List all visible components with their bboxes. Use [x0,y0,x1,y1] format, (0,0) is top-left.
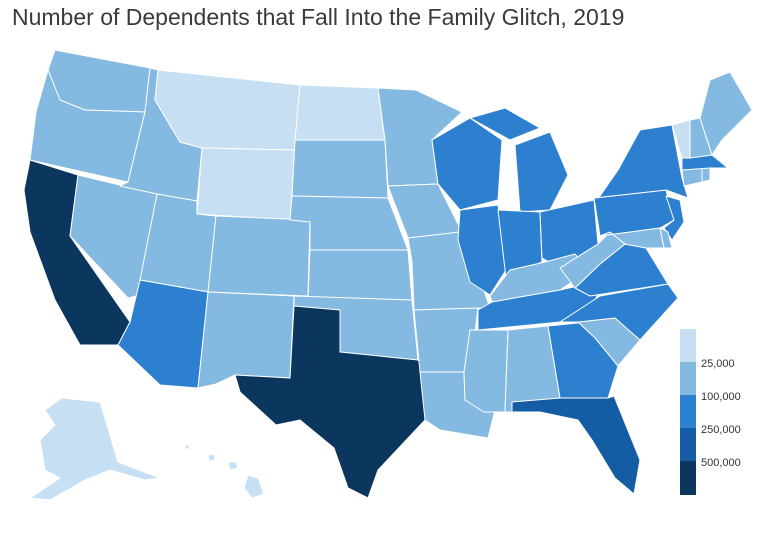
legend-swatch [680,395,696,428]
state-colorado[interactable] [207,215,311,297]
state-maine[interactable] [699,71,753,156]
legend-label: 250,000 [701,424,741,436]
state-illinois[interactable] [457,204,507,296]
map-title: Number of Dependents that Fall Into the … [12,4,625,30]
state-alaska[interactable] [29,397,161,501]
state-mississippi[interactable] [463,329,509,413]
legend-label: 100,000 [701,391,741,403]
legend-color-scale [680,329,696,495]
state-south-dakota[interactable] [291,139,389,199]
legend-swatch [680,461,696,495]
state-rhode-island[interactable] [701,167,711,183]
state-delaware[interactable] [659,227,673,249]
state-florida[interactable] [511,395,641,495]
state-kansas[interactable] [307,249,413,301]
state-wyoming[interactable] [196,147,296,221]
legend-swatch [680,428,696,461]
state-indiana[interactable] [497,209,543,279]
legend-swatch [680,329,696,362]
state-hawaii[interactable] [184,444,265,499]
state-new-mexico[interactable] [197,291,295,389]
state-texas[interactable] [234,305,429,499]
state-north-dakota[interactable] [294,84,386,141]
legend-label: 500,000 [701,457,741,469]
legend-label: 25,000 [701,358,735,370]
legend-swatch [680,362,696,395]
state-new-york[interactable] [593,124,689,199]
state-new-jersey[interactable] [663,195,685,241]
state-michigan[interactable] [469,107,569,213]
state-connecticut[interactable] [681,167,703,187]
state-north-carolina[interactable] [559,283,679,341]
